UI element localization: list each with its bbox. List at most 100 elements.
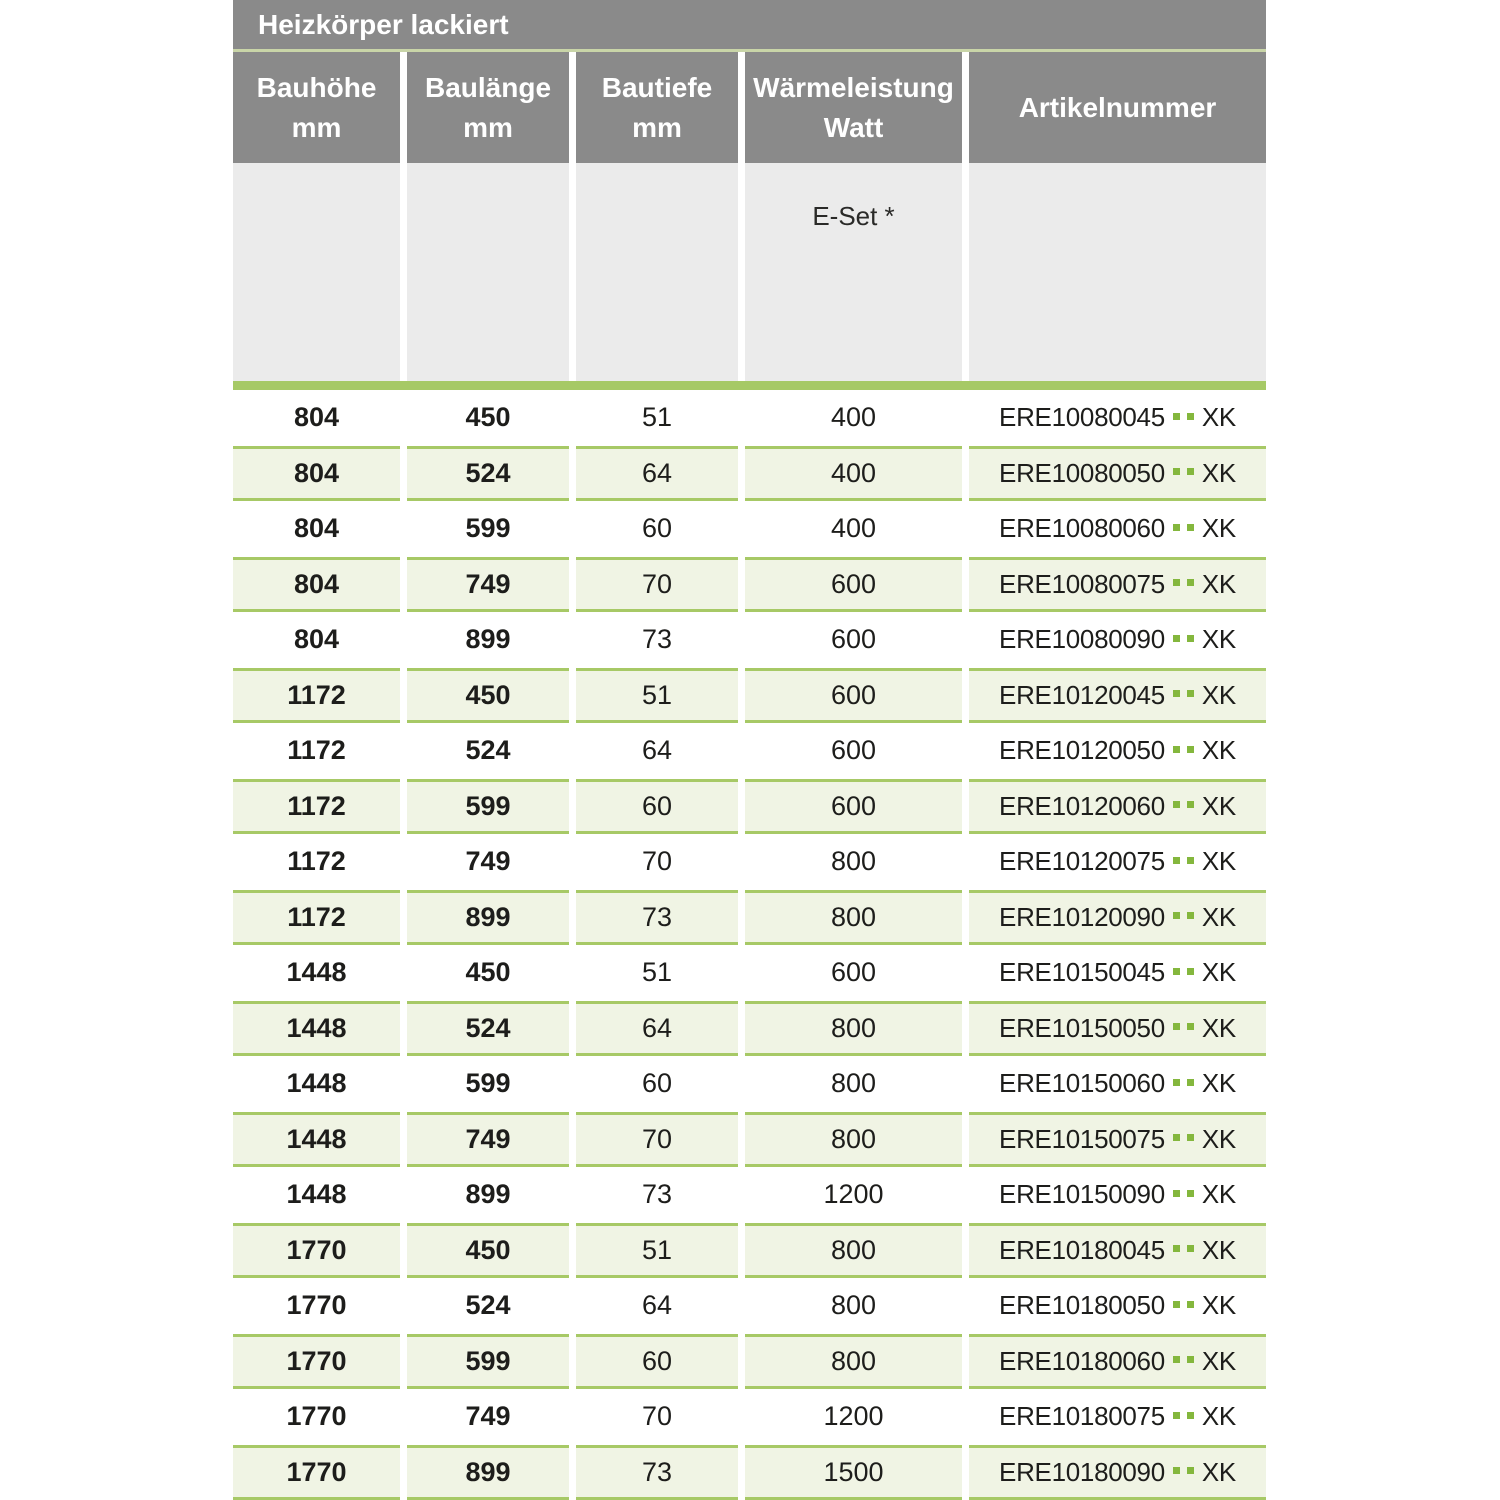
bautiefe-cell: 70 <box>576 556 738 612</box>
baulaenge-cell: 599 <box>407 1333 569 1389</box>
column-header-row: Bauhöhe mm Baulänge mm Bautiefe mm Wärme… <box>233 52 1266 163</box>
bautiefe-cell: 64 <box>576 1000 738 1056</box>
bautiefe-cell: 73 <box>576 889 738 945</box>
bautiefe-cell: 73 <box>641 624 673 655</box>
subheader-row: E-Set * <box>233 163 1266 381</box>
column-header-bautiefe: Bautiefe mm <box>576 52 738 163</box>
baulaenge-cell: 899 <box>407 1444 569 1500</box>
column-header-label: Bauhöhe <box>256 71 377 103</box>
article-number-dots <box>1172 1245 1194 1255</box>
green-dot <box>1172 1467 1180 1475</box>
subheader-cell-bauhoehe <box>233 163 400 381</box>
article-number-dots <box>1172 1023 1194 1033</box>
article-number-prefix: ERE10080060 <box>999 513 1165 544</box>
green-dot <box>1186 468 1194 476</box>
table-body: 804 450 51 400 ERE10080045 XK 804 524 64 400 ERE10… <box>233 390 1266 1500</box>
article-number-prefix: ERE10150050 <box>999 1012 1165 1043</box>
table-row: 1770 524 64 800 ERE10180050 XK <box>233 1278 1266 1334</box>
article-number-dots <box>1172 745 1194 756</box>
article-number-suffix: XK <box>1201 679 1236 710</box>
article-number-prefix: ERE10180060 <box>999 1345 1165 1376</box>
bauhoehe-cell: 1448 <box>233 1000 400 1056</box>
article-number-suffix: XK <box>1201 1068 1236 1099</box>
article-number-dots <box>1172 634 1194 645</box>
bauhoehe-cell: 804 <box>293 624 340 655</box>
bauhoehe-cell: 1172 <box>287 846 346 877</box>
green-dot <box>1172 1023 1180 1031</box>
header-body-divider <box>233 381 1266 390</box>
article-number-prefix: ERE10120050 <box>999 735 1165 766</box>
baulaenge-cell: 450 <box>407 667 569 723</box>
waermeleistung-cell: 400 <box>745 445 962 501</box>
article-number-prefix: ERE10080090 <box>999 624 1165 655</box>
table-row: 804 749 70 600 ERE10080075 XK <box>233 556 1266 612</box>
bauhoehe-cell: 1172 <box>233 667 400 723</box>
green-dot <box>1186 856 1194 864</box>
column-header-artikelnummer: Artikelnummer <box>969 52 1266 163</box>
green-dot <box>1186 690 1194 698</box>
artikelnummer-cell: ERE10180090 XK <box>969 1444 1266 1500</box>
bauhoehe-cell: 804 <box>233 445 400 501</box>
article-number-prefix: ERE10150090 <box>999 1179 1165 1210</box>
article-number-suffix: XK <box>1201 1123 1236 1154</box>
bautiefe-cell: 51 <box>576 1222 738 1278</box>
artikelnummer-cell: ERE10180060 XK <box>969 1333 1266 1389</box>
bautiefe-cell: 73 <box>576 1444 738 1500</box>
column-header-unit: mm <box>632 111 682 143</box>
waermeleistung-cell: 400 <box>830 402 877 433</box>
bautiefe-cell: 64 <box>641 1290 673 1321</box>
bautiefe-cell: 64 <box>576 445 738 501</box>
column-header-waermeleistung: Wärmeleistung Watt <box>745 52 962 163</box>
column-header-label: Artikelnummer <box>1018 91 1217 123</box>
green-dot <box>1172 523 1180 531</box>
artikelnummer-cell: ERE10120060 XK <box>969 778 1266 834</box>
green-dot <box>1186 1134 1194 1142</box>
table-row: 1448 524 64 800 ERE10150050 XK <box>233 1000 1266 1056</box>
green-dot <box>1186 801 1194 809</box>
waermeleistung-cell: 800 <box>745 1222 962 1278</box>
article-number-dots <box>1172 523 1194 534</box>
bauhoehe-cell: 1770 <box>233 1222 400 1278</box>
artikelnummer-cell: ERE10120045 XK <box>969 667 1266 723</box>
waermeleistung-cell: 1200 <box>823 1401 884 1432</box>
baulaenge-cell: 599 <box>465 513 511 544</box>
table-row: 1770 450 51 800 ERE10180045 XK <box>233 1222 1266 1278</box>
green-dot <box>1172 579 1180 587</box>
green-dot <box>1186 523 1194 531</box>
green-dot <box>1186 1078 1194 1086</box>
column-header-label: Bautiefe <box>601 71 713 103</box>
artikelnummer-cell: ERE10150045 XK <box>969 945 1266 1001</box>
article-number-suffix: XK <box>1201 568 1236 599</box>
green-dot <box>1172 801 1180 809</box>
article-number-prefix: ERE10120090 <box>999 901 1165 932</box>
article-number-prefix: ERE10080050 <box>999 457 1165 488</box>
article-number-suffix: XK <box>1201 846 1236 877</box>
article-number-suffix: XK <box>1201 1290 1236 1321</box>
column-header-unit: mm <box>463 111 513 143</box>
waermeleistung-cell: 1200 <box>823 1179 884 1210</box>
article-number-suffix: XK <box>1201 790 1236 821</box>
waermeleistung-cell: 800 <box>745 1111 962 1167</box>
bauhoehe-cell: 1770 <box>286 1290 347 1321</box>
green-dot <box>1172 412 1180 420</box>
column-header-label: Baulänge <box>424 71 552 103</box>
waermeleistung-cell: 1500 <box>745 1444 962 1500</box>
bautiefe-cell: 60 <box>576 778 738 834</box>
baulaenge-cell: 899 <box>465 1179 511 1210</box>
table-row: 1770 749 70 1200 ERE10180075 XK <box>233 1389 1266 1445</box>
article-number-prefix: ERE10180050 <box>999 1290 1165 1321</box>
article-number-suffix: XK <box>1201 1345 1236 1376</box>
column-header-unit: mm <box>291 111 342 143</box>
article-number-suffix: XK <box>1201 957 1236 988</box>
table-row: 804 450 51 400 ERE10080045 XK <box>233 390 1266 446</box>
title-divider <box>233 49 1266 52</box>
waermeleistung-cell: 800 <box>830 1290 877 1321</box>
green-dot <box>1172 1189 1180 1197</box>
table-row: 1448 899 73 1200 ERE10150090 XK <box>233 1167 1266 1223</box>
bautiefe-cell: 51 <box>641 957 673 988</box>
bautiefe-cell: 64 <box>641 735 673 766</box>
artikelnummer-cell: ERE10080050 XK <box>969 445 1266 501</box>
article-number-suffix: XK <box>1201 624 1236 655</box>
bautiefe-cell: 70 <box>641 1401 673 1432</box>
bauhoehe-cell: 1172 <box>287 735 346 766</box>
